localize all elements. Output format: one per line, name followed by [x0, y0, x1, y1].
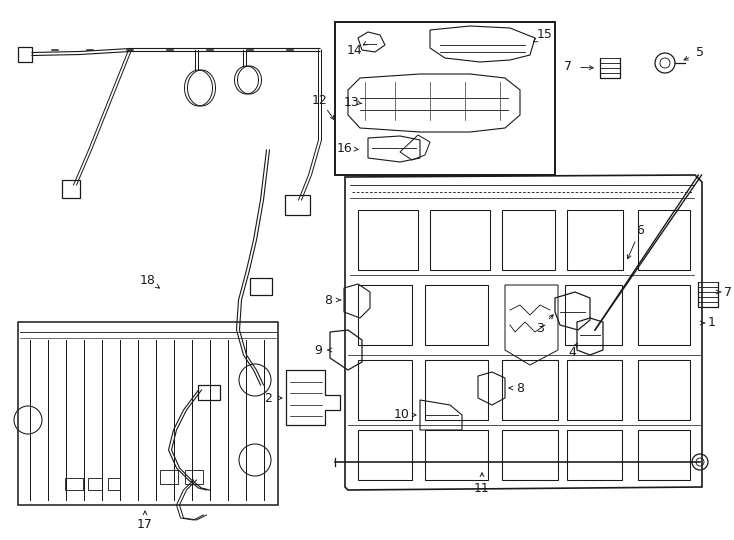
- Text: 12: 12: [312, 93, 328, 106]
- Text: 15: 15: [537, 29, 553, 42]
- Text: 7: 7: [724, 286, 732, 299]
- Text: 6: 6: [636, 224, 644, 237]
- Bar: [88, 478, 102, 490]
- Text: 3: 3: [536, 321, 544, 334]
- Text: 7: 7: [564, 60, 572, 73]
- Bar: [185, 470, 203, 484]
- Text: 5: 5: [696, 45, 704, 58]
- Text: 9: 9: [314, 343, 322, 356]
- Bar: [108, 478, 120, 490]
- Text: 1: 1: [708, 316, 716, 329]
- Text: 8: 8: [516, 381, 524, 395]
- Text: 11: 11: [474, 482, 490, 495]
- Text: 13: 13: [344, 96, 360, 109]
- Text: 18: 18: [140, 273, 156, 287]
- Bar: [65, 478, 83, 490]
- Text: 17: 17: [137, 518, 153, 531]
- Text: 8: 8: [324, 294, 332, 307]
- Text: 4: 4: [568, 346, 576, 359]
- Bar: [335, 22, 555, 175]
- Text: 14: 14: [347, 44, 363, 57]
- Bar: [160, 470, 178, 484]
- Text: 16: 16: [337, 141, 353, 154]
- Text: 2: 2: [264, 392, 272, 404]
- Text: 10: 10: [394, 408, 410, 422]
